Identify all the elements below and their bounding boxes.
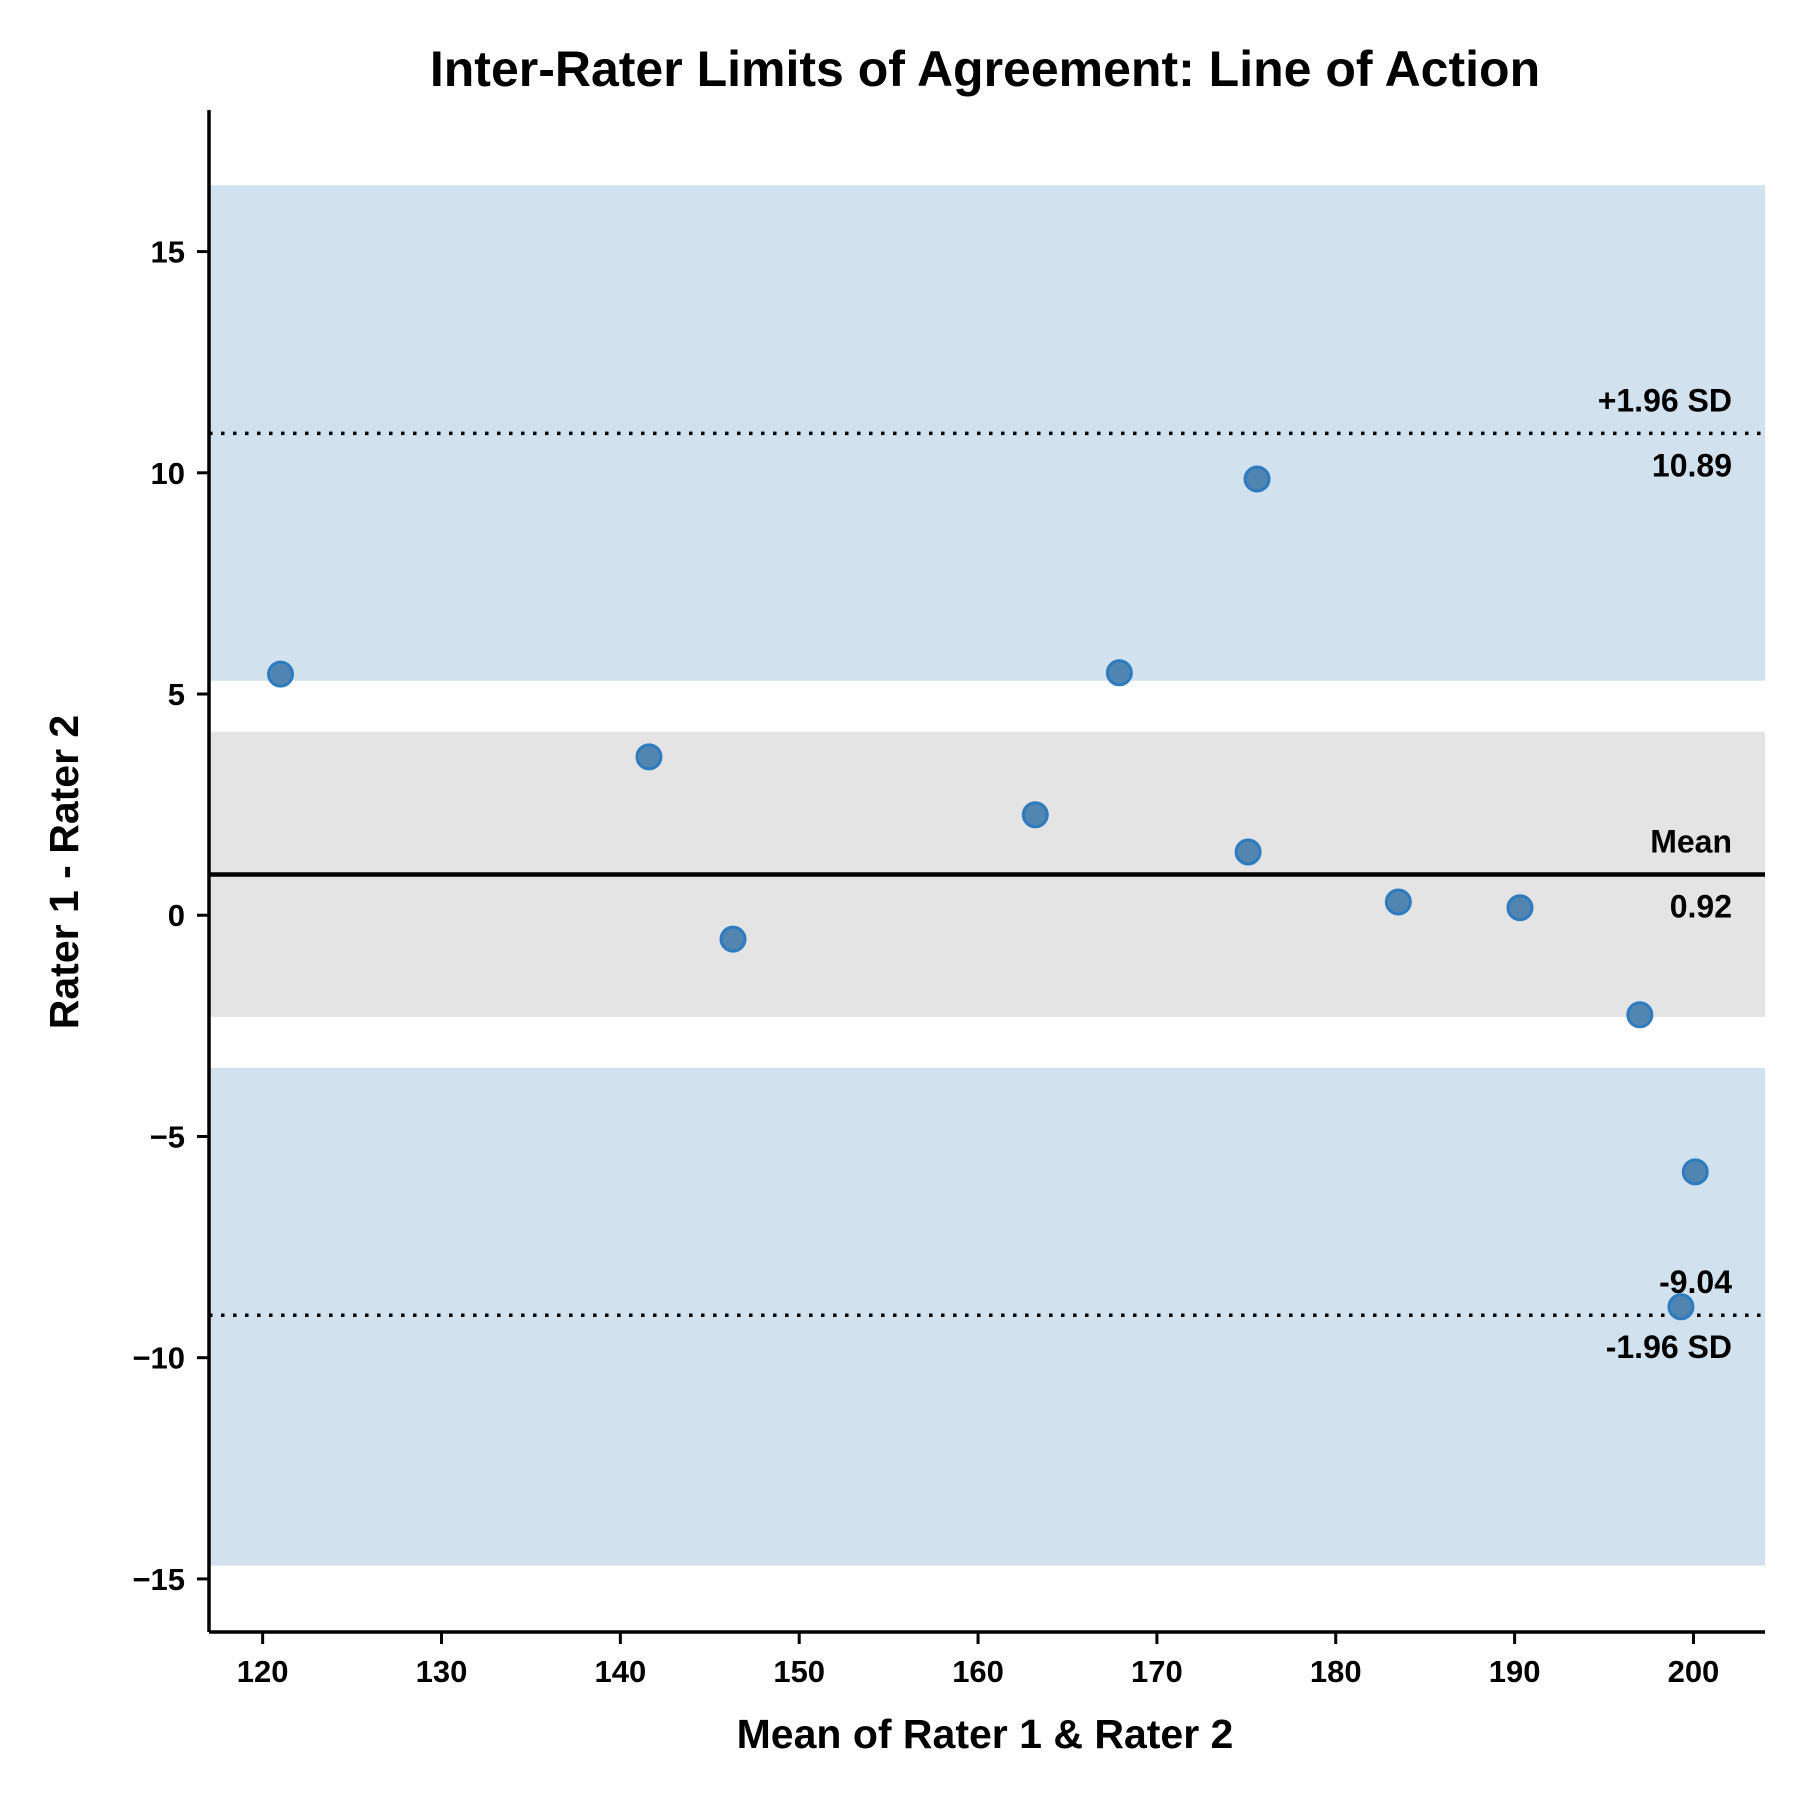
upper-loa-label: +1.96 SD xyxy=(1598,382,1732,418)
x-tick-label: 200 xyxy=(1668,1654,1720,1689)
axes xyxy=(207,110,1765,1634)
mean-label: Mean xyxy=(1650,824,1732,860)
y-tick-label: 0 xyxy=(168,898,185,933)
data-point xyxy=(1021,801,1049,829)
y-tick-label: 10 xyxy=(151,456,185,491)
lower-loa-label: -1.96 SD xyxy=(1606,1329,1732,1365)
x-tick-label: 130 xyxy=(416,1654,468,1689)
ticks: 120 130 140 150 160 170 180 190 200 −15 −10 −5 0 5 10 1… xyxy=(132,235,1719,1689)
data-point xyxy=(1243,465,1271,493)
data-point xyxy=(1506,894,1534,922)
data-point xyxy=(1105,659,1133,687)
y-tick-label: 15 xyxy=(151,235,185,270)
data-point xyxy=(1384,888,1412,916)
y-tick-label: −15 xyxy=(132,1562,185,1597)
y-tick-label: −5 xyxy=(150,1119,185,1154)
x-tick-label: 120 xyxy=(237,1654,289,1689)
upper-loa-value: 10.89 xyxy=(1652,447,1732,483)
x-tick-label: 140 xyxy=(594,1654,646,1689)
data-point xyxy=(1681,1158,1709,1186)
data-point xyxy=(267,660,295,688)
y-axis-label: Rater 1 - Rater 2 xyxy=(41,715,87,1029)
data-point xyxy=(1626,1001,1654,1029)
lower-loa-value: -9.04 xyxy=(1659,1264,1732,1300)
y-tick-label: −10 xyxy=(132,1341,185,1376)
reference-lines xyxy=(209,431,1765,1317)
x-axis-label: Mean of Rater 1 & Rater 2 xyxy=(737,1711,1234,1757)
y-tick-label: 5 xyxy=(168,677,185,712)
data-point xyxy=(1234,838,1262,866)
x-tick-label: 190 xyxy=(1489,1654,1541,1689)
mean-value: 0.92 xyxy=(1670,889,1732,925)
x-tick-label: 160 xyxy=(952,1654,1004,1689)
data-point xyxy=(1667,1293,1695,1321)
chart-title: Inter-Rater Limits of Agreement: Line of… xyxy=(430,41,1540,97)
data-points xyxy=(267,465,1709,1321)
x-tick-label: 150 xyxy=(773,1654,825,1689)
data-point xyxy=(719,925,747,953)
data-point xyxy=(635,743,663,771)
x-tick-label: 180 xyxy=(1310,1654,1362,1689)
x-tick-label: 170 xyxy=(1131,1654,1183,1689)
